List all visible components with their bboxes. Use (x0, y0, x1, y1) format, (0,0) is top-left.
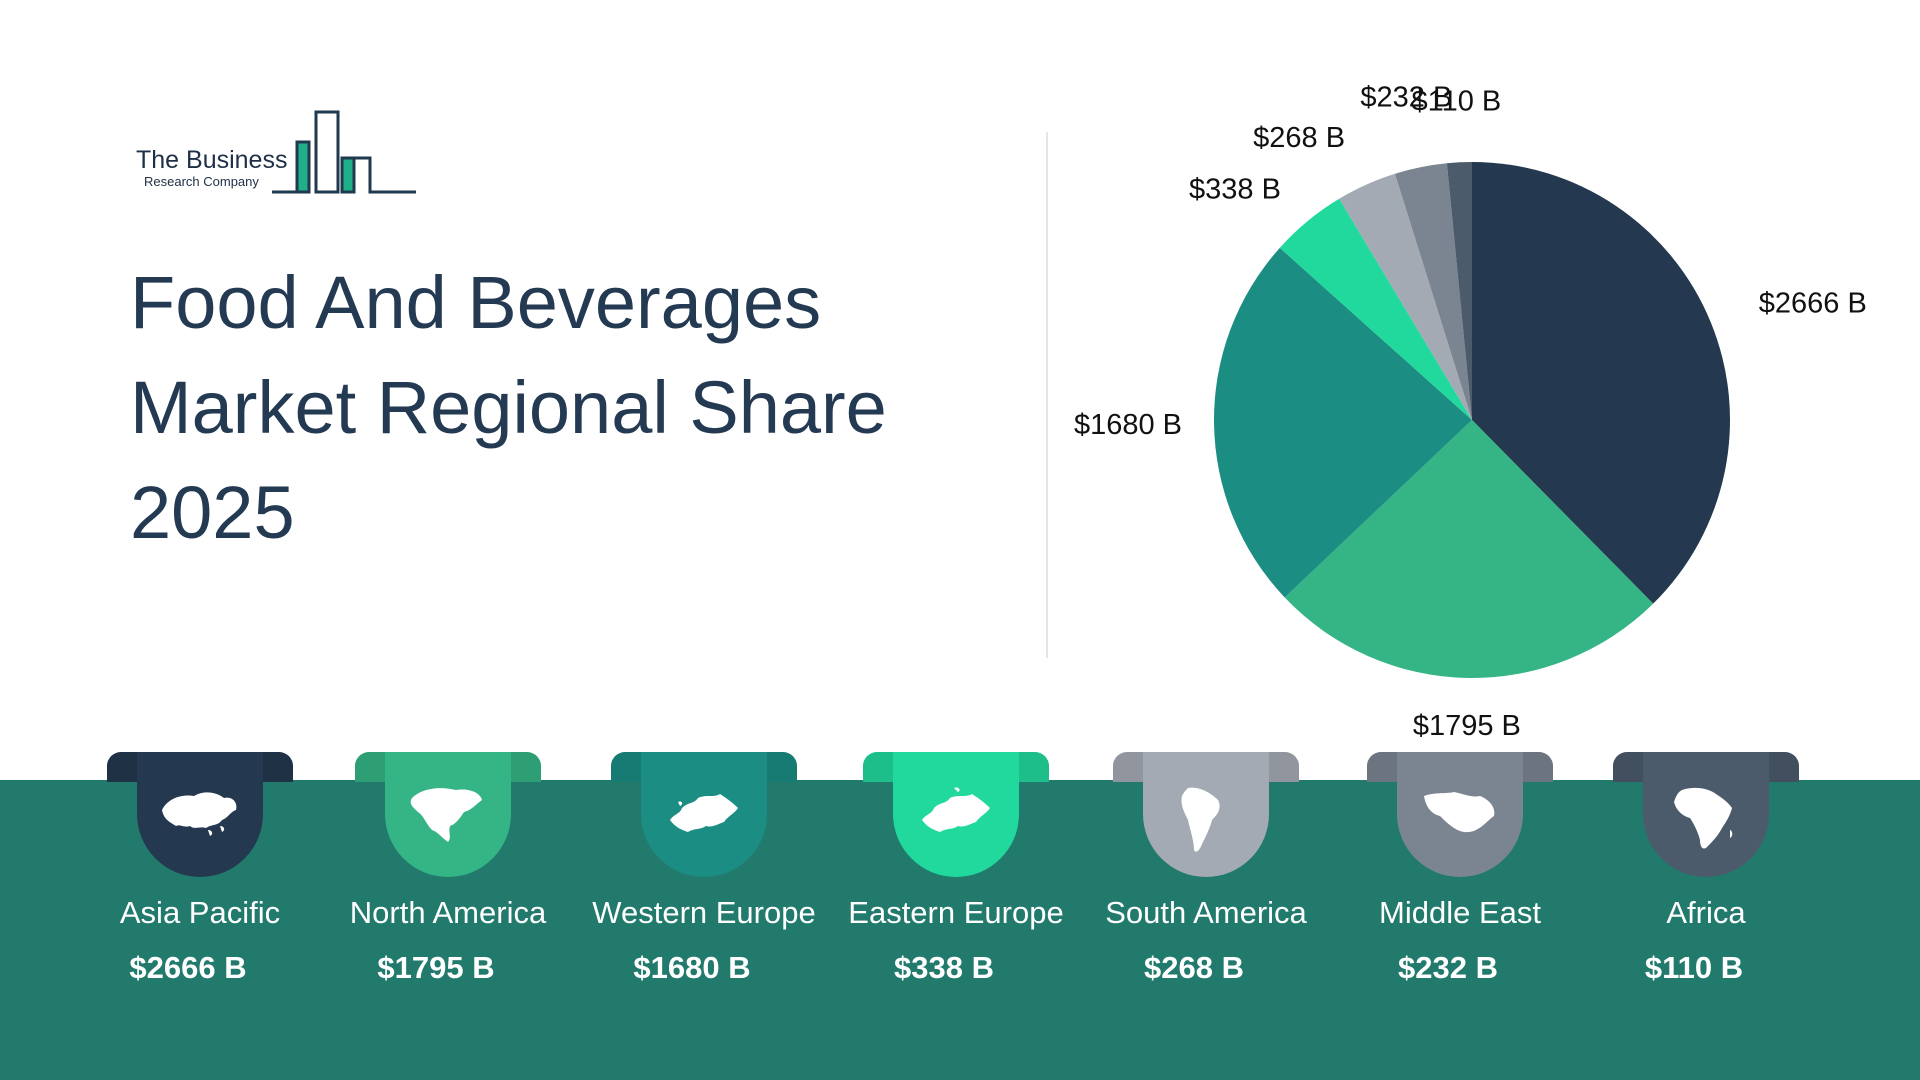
pie-label-north-america: $1795 B (1413, 710, 1521, 740)
pie-label-middle-east: $232 B (1360, 82, 1452, 114)
pie-label-western-europe: $1680 B (1074, 409, 1182, 441)
tab-icon-badge (641, 752, 767, 877)
pie-slice-africa (1446, 162, 1472, 420)
region-value-south-america: $268 B (1144, 950, 1244, 985)
region-value-middle-east: $232 B (1398, 950, 1498, 985)
region-name-western-europe: Western Europe (592, 895, 816, 930)
region-tab-western-europe (611, 752, 797, 877)
region-tab-eastern-europe (863, 752, 1049, 877)
region-name-asia-pacific: Asia Pacific (119, 895, 281, 930)
africa-map-icon (1674, 787, 1733, 849)
region-name-eastern-europe: Eastern Europe (848, 895, 1064, 930)
pie-slice-eastern-europe (1279, 198, 1472, 420)
pie-chart-svg: $2666 B $1795 B $1680 B $338 B $268 B $232 B$… (1074, 82, 1867, 740)
region-value-eastern-europe: $338 B (894, 950, 994, 985)
logo-subtitle: Research Company (144, 174, 259, 189)
region-value-africa: $110 B (1644, 950, 1744, 985)
tab-icon-badge (1397, 752, 1523, 877)
pie-slice-north-america (1284, 420, 1654, 678)
eastern-europe-map-icon (922, 786, 990, 832)
pie-chart: $2666 B $1795 B $1680 B $338 B $268 B $232 B $… (1000, 40, 1920, 740)
pie-label-eastern-europe: $338 B (1189, 174, 1281, 206)
region-value-asia-pacific: $2666 B (129, 950, 247, 985)
logo-name: The Business (136, 146, 288, 174)
pie-slice-asia-pacific (1472, 162, 1730, 604)
south-america-map-icon (1181, 787, 1220, 852)
tab-icon-badge (1143, 752, 1269, 877)
page-title: Food And Beverages Market Regional Share… (130, 250, 950, 565)
logo-buildings-icon (272, 110, 416, 194)
western-europe-map-icon (670, 793, 738, 832)
tab-icon-badge (1643, 752, 1769, 877)
region-value-north-america: $1795 B (377, 950, 495, 985)
company-logo: The Business Research Company (132, 108, 422, 198)
divider (1046, 132, 1048, 658)
tab-icon-badge (137, 752, 263, 877)
title-line-3: 2025 (130, 471, 295, 554)
region-name-africa: Africa (1666, 895, 1746, 930)
region-tab-middle-east (1367, 752, 1553, 877)
pie-slice-western-europe (1214, 247, 1472, 598)
pie-label-africa: $110 B (1412, 85, 1502, 117)
pie-slice-south-america (1339, 173, 1472, 420)
region-tab-south-america (1113, 752, 1299, 877)
title-line-2: Market Regional Share (130, 366, 887, 449)
tab-icon-badge (893, 752, 1019, 877)
pie-label-south-america: $268 B (1253, 122, 1345, 154)
region-tab-africa (1613, 752, 1799, 877)
asia-map-icon (162, 791, 237, 836)
tab-icon-badge (385, 752, 511, 877)
north-america-map-icon (410, 787, 482, 842)
region-name-north-america: North America (349, 895, 547, 930)
region-tab-north-america (355, 752, 541, 877)
middle-east-map-icon (1424, 791, 1495, 832)
region-name-south-america: South America (1105, 895, 1307, 930)
region-name-middle-east: Middle East (1379, 895, 1541, 930)
region-value-western-europe: $1680 B (633, 950, 751, 985)
title-line-1: Food And Beverages (130, 261, 822, 344)
region-tab-asia-pacific (107, 752, 293, 877)
pie-label-asia-pacific: $2666 B (1759, 287, 1867, 319)
pie-slice-middle-east (1394, 163, 1472, 420)
